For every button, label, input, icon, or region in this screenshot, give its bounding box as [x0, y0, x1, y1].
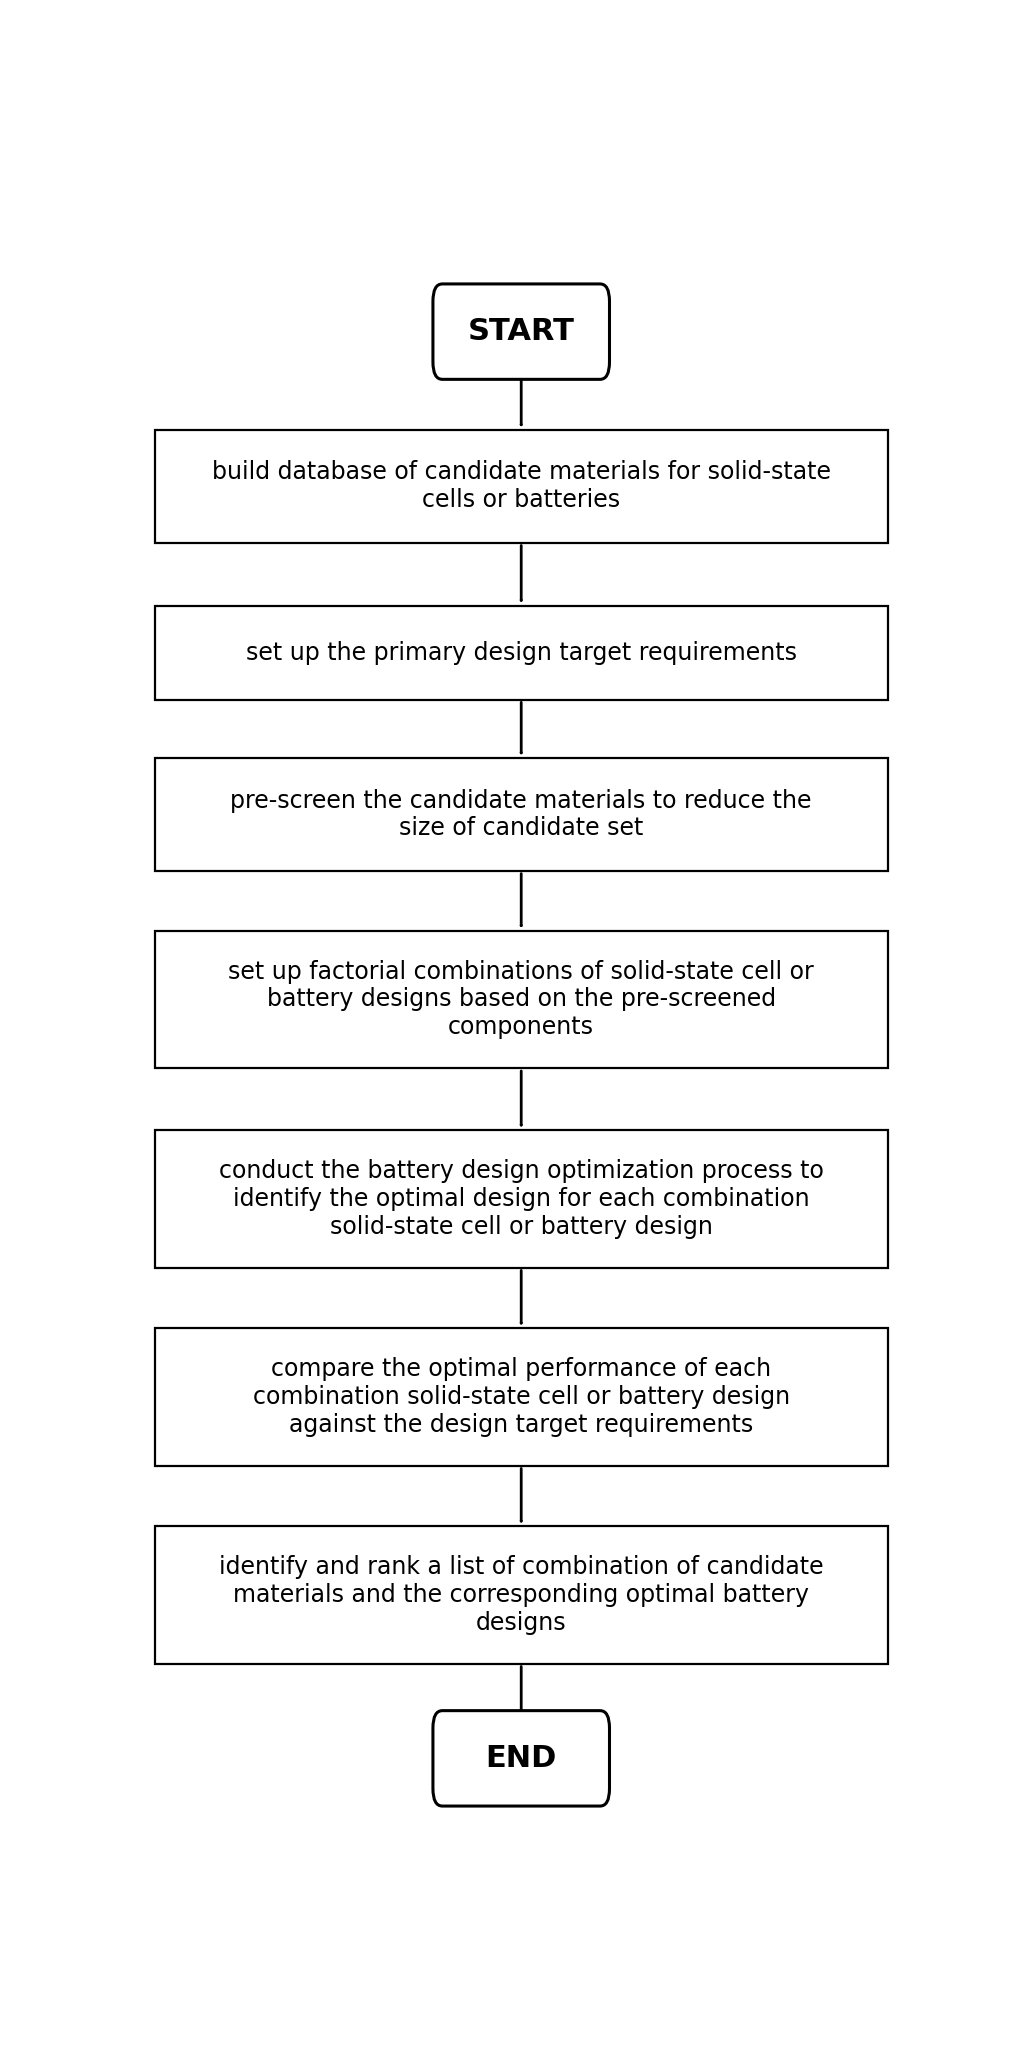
Text: set up the primary design target requirements: set up the primary design target require… — [246, 640, 796, 665]
Text: START: START — [468, 318, 575, 347]
FancyBboxPatch shape — [155, 605, 888, 700]
Text: pre-screen the candidate materials to reduce the
size of candidate set: pre-screen the candidate materials to re… — [231, 789, 812, 840]
FancyBboxPatch shape — [155, 430, 888, 543]
FancyBboxPatch shape — [433, 1710, 609, 1807]
Text: conduct the battery design optimization process to
identify the optimal design f: conduct the battery design optimization … — [219, 1158, 824, 1239]
Text: identify and rank a list of combination of candidate
materials and the correspon: identify and rank a list of combination … — [219, 1555, 824, 1635]
FancyBboxPatch shape — [155, 931, 888, 1068]
FancyBboxPatch shape — [155, 1130, 888, 1268]
FancyBboxPatch shape — [155, 758, 888, 871]
FancyBboxPatch shape — [433, 283, 609, 380]
FancyBboxPatch shape — [155, 1328, 888, 1466]
Text: set up factorial combinations of solid-state cell or
battery designs based on th: set up factorial combinations of solid-s… — [229, 960, 814, 1039]
FancyBboxPatch shape — [155, 1526, 888, 1664]
Text: build database of candidate materials for solid-state
cells or batteries: build database of candidate materials fo… — [212, 460, 831, 512]
Text: END: END — [485, 1743, 557, 1774]
Text: compare the optimal performance of each
combination solid-state cell or battery : compare the optimal performance of each … — [252, 1357, 790, 1437]
